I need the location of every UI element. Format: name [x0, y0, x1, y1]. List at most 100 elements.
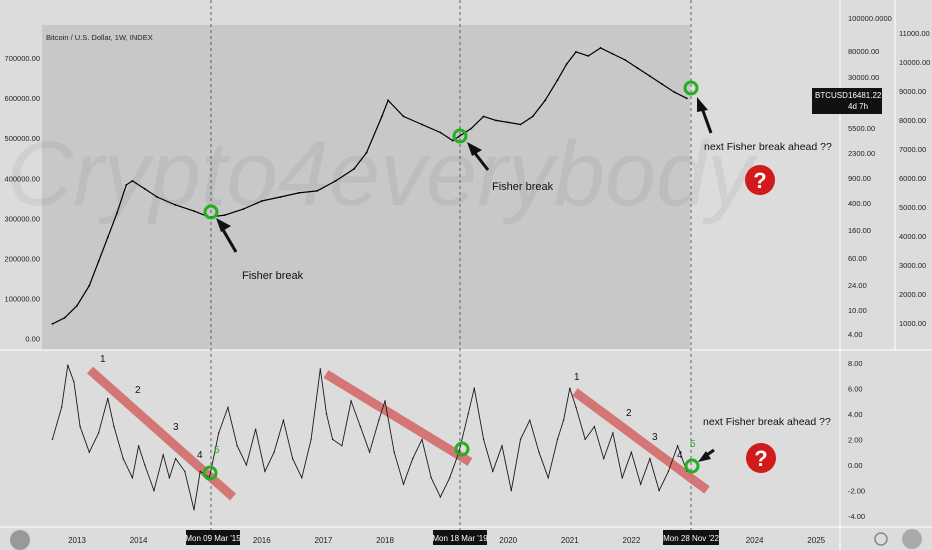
logo-icon[interactable]	[10, 530, 30, 550]
year-tick-label: 2014	[130, 536, 148, 545]
right-axis-tick-label: 11000.00	[899, 29, 930, 38]
oscillator-point	[144, 464, 146, 466]
right-axis-tick-label: 1000.00	[899, 319, 926, 328]
year-tick-label: 2025	[807, 536, 825, 545]
price-point	[106, 236, 109, 239]
oscillator-point	[310, 438, 312, 441]
price-point	[297, 192, 300, 194]
wave-label: 3	[652, 432, 658, 443]
price-point	[556, 79, 559, 81]
oscillator-point	[174, 457, 177, 460]
trend-band-2	[323, 370, 473, 466]
oscillator-point	[137, 445, 140, 447]
log-axis-tick-label: 4.00	[848, 330, 863, 339]
oscillator-point	[575, 406, 577, 409]
oscillator-point	[621, 477, 623, 479]
log-axis-tick-label: 400.00	[848, 199, 871, 208]
log-axis-tick-label: 2300.00	[848, 149, 875, 158]
date-label-2022: Mon 28 Nov '22	[663, 530, 719, 545]
right-axis-tick-label: 6000.00	[899, 174, 926, 183]
price-point	[223, 214, 226, 217]
fisher-break-label-1: Fisher break	[242, 270, 304, 282]
oscillator-axis: 8.00 6.00 4.00 2.00 0.00 -2.00 -4.00	[848, 359, 865, 521]
oscillator-point	[658, 489, 660, 492]
log-axis-tick-label: 10.00	[848, 306, 867, 315]
price-point	[131, 180, 134, 182]
price-point	[365, 151, 368, 154]
log-axis-tick-label: 5500.00	[848, 124, 875, 133]
year-tick-label: 2017	[315, 536, 333, 545]
price-point	[612, 53, 614, 55]
price-point	[334, 180, 337, 182]
oscillator-point	[649, 457, 651, 460]
wave-label: 4	[197, 450, 203, 461]
oscillator-point	[676, 445, 679, 447]
oscillator-point	[412, 457, 414, 460]
oscillator-point	[79, 425, 81, 428]
oscillator-point	[473, 387, 475, 389]
date-label-2019: Mon 18 Mar '19	[432, 530, 488, 545]
log-axis-tick-label: 100000.0000	[848, 14, 892, 23]
left-axis-tick-label: 700000.00	[5, 54, 40, 63]
price-point	[636, 67, 639, 69]
left-axis-tick-label: 400000.00	[5, 174, 40, 183]
oscillator-point	[245, 464, 248, 466]
right-axis-tick-label: 5000.00	[899, 203, 926, 212]
wave-label: 3	[173, 422, 179, 433]
log-axis-tick-label: 30000.00	[848, 73, 879, 82]
question-icon-top: ?	[745, 165, 775, 195]
left-axis-tick-label: 300000.00	[5, 214, 40, 223]
next-break-label-top: next Fisher break ahead ??	[704, 141, 832, 153]
wave-label: 1	[100, 354, 106, 365]
right-axis-tick-label: 2000.00	[899, 290, 926, 299]
price-point	[387, 99, 389, 102]
price-point	[599, 47, 602, 49]
year-tick-label: 2018	[376, 536, 394, 545]
oscillator-point	[184, 470, 186, 473]
price-point	[88, 284, 91, 287]
oscillator-point	[122, 457, 124, 460]
oscillator-point	[341, 445, 343, 447]
arrow-1	[216, 218, 238, 253]
oscillator-point	[667, 470, 670, 473]
price-point	[575, 51, 577, 53]
oscillator-point	[319, 368, 321, 370]
oscillator-point	[402, 483, 405, 485]
oscillator-point	[88, 451, 91, 453]
oscillator-point	[325, 413, 328, 415]
price-point	[519, 123, 522, 126]
right-axis-tick-label: 9000.00	[899, 87, 926, 96]
price-point	[470, 127, 473, 130]
trend-band-1	[87, 366, 236, 501]
oscillator-point	[556, 438, 559, 441]
price-point	[565, 63, 568, 65]
fisher-circle-top-2	[452, 128, 468, 144]
scroll-icon[interactable]	[902, 529, 922, 549]
price-point	[531, 115, 534, 118]
price-label: 16481.22	[848, 91, 882, 100]
oscillator-point	[107, 397, 109, 400]
arrow-4	[698, 448, 715, 462]
price-point	[156, 196, 159, 198]
oscillator-point	[168, 477, 171, 479]
oscillator-point	[421, 438, 423, 441]
fisher-circle-bottom-2	[454, 441, 470, 457]
price-point	[63, 316, 66, 319]
oscillator-point	[547, 477, 549, 479]
fisher-circle-top-3	[683, 80, 699, 96]
question-icon-bottom: ?	[746, 443, 776, 473]
next-break-label-bottom: next Fisher break ahead ??	[703, 416, 831, 428]
price-point	[507, 121, 510, 124]
year-tick-label: 2021	[561, 536, 579, 545]
price-point	[673, 91, 676, 94]
wave-label: 2	[626, 408, 632, 419]
oscillator-point	[519, 438, 522, 441]
price-point	[587, 55, 590, 57]
year-tick-label: 2016	[253, 536, 271, 545]
svg-text:Mon 18 Mar '19: Mon 18 Mar '19	[432, 534, 488, 543]
oscillator-point	[218, 432, 220, 434]
settings-icon[interactable]	[874, 532, 888, 546]
ticker-label: BTCUSD	[815, 91, 848, 100]
oscillator-point	[639, 483, 642, 485]
